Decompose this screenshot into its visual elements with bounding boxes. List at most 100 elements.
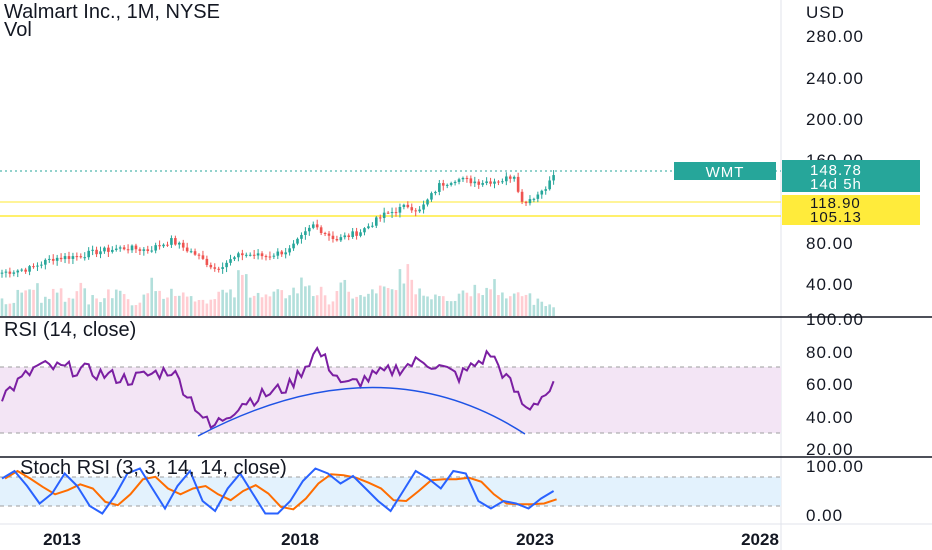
volume-bar [154,291,157,316]
candle-body [83,257,87,259]
volume-bar [371,289,374,316]
volume-bar [351,298,354,316]
stoch-band [0,477,781,506]
rsi-tick: 100.00 [806,310,864,329]
candle-body [20,269,23,271]
candle-body [24,269,27,272]
candle-body [351,231,354,237]
candle-body [213,267,217,269]
candle-body [524,201,528,204]
candle-body [138,249,142,251]
time-label[interactable]: 2028 [741,530,779,549]
candle-body [63,256,67,260]
candle-body [162,244,165,247]
volume-bar [363,296,366,316]
rsi-tick: 20.00 [806,440,854,459]
volume-bar [524,294,528,316]
candle-body [386,212,390,214]
candle-body [237,253,240,258]
volume-bar [292,287,295,316]
candle-body [402,204,406,207]
candle-body [268,256,272,258]
volume-bar [44,296,47,316]
volume-bar [532,304,536,316]
candle-body [51,258,55,261]
volume-bar [209,299,213,316]
candle-body [225,262,228,268]
candle-body [540,190,544,195]
candle-body [142,249,146,251]
time-label[interactable]: 2018 [281,530,319,549]
candle-body [107,247,110,252]
volume-bar [134,304,138,316]
time-label[interactable]: 2013 [43,530,81,549]
volume-bar [548,304,551,316]
candle-body [441,183,445,186]
candle-body [548,180,551,190]
candle-body [335,239,339,241]
candle-body [375,217,378,226]
candle-body [28,266,31,272]
candle-body [71,256,75,259]
volume-bar [544,306,548,316]
volume-bar [485,287,488,316]
volume-bar [268,296,272,316]
volume-bar [91,295,94,316]
candle-body [544,189,548,191]
volume-bar [493,279,496,316]
rsi-tick: 80.00 [806,343,854,362]
volume-bar [59,288,63,316]
price-tick: 40.00 [806,275,854,294]
rsi-line [1,346,555,430]
candle-body [209,264,213,268]
candle-body [185,247,189,252]
volume-bar [501,292,504,316]
candle-body [170,238,173,245]
candle-body [497,181,500,183]
volume-bar [398,269,402,316]
volume-bar [225,292,228,316]
candle-body [489,181,492,184]
candle-body [103,247,106,252]
price-candles [0,170,555,278]
volume-bar [241,274,244,316]
volume-bar [55,292,59,316]
candle-body [457,179,461,182]
candle-body [406,204,410,208]
level2-tag [782,210,920,225]
volume-bar [264,294,268,316]
candle-body [55,257,59,261]
volume-bar [130,305,134,316]
candle-body [323,233,327,235]
candle-body [536,194,540,199]
volume-bar [540,301,544,316]
time-label[interactable]: 2023 [516,530,554,549]
volume-bar [170,288,173,316]
candle-body [284,252,287,255]
volume-bar [158,290,161,316]
volume-bar [75,291,79,316]
rsi-tick: 60.00 [806,375,854,394]
volume-bar [505,298,508,316]
candle-body [343,235,347,238]
volume-bar [323,295,327,316]
candle-body [91,249,94,251]
volume-bar [40,302,43,316]
candle-body [154,245,157,251]
volume-bar [469,296,473,316]
candle-body [59,257,63,260]
volume-bar [118,290,122,316]
volume-bar [4,304,8,316]
candle-body [355,231,358,236]
candle-body [461,177,465,180]
volume-bar [445,300,449,316]
volume-bar [497,294,500,316]
candle-body [189,251,193,253]
volume-bar [138,302,142,316]
volume-bar [146,293,150,316]
stoch-k-line [1,467,555,515]
volume-bar [347,291,351,316]
candle-body [390,212,394,214]
candle-body [308,227,311,232]
volume-bar [378,285,382,316]
